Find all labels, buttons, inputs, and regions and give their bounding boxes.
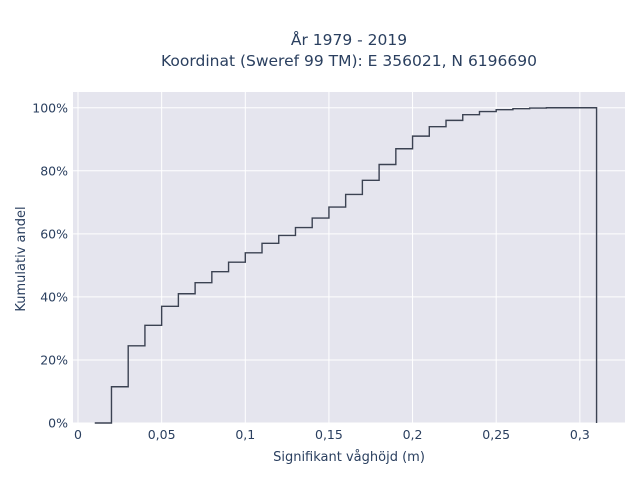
x-tick-label: 0,25 xyxy=(482,427,510,442)
y-tick-label: 20% xyxy=(40,352,68,367)
y-tick-label: 40% xyxy=(40,289,68,304)
x-tick-label: 0,15 xyxy=(315,427,343,442)
chart-title-line1: År 1979 - 2019 xyxy=(291,30,407,49)
x-tick-label: 0 xyxy=(74,427,82,442)
y-tick-label: 80% xyxy=(40,163,68,178)
cdf-step-line xyxy=(94,107,598,424)
y-axis-title: Kumulativ andel xyxy=(14,206,29,311)
x-tick-label: 0,3 xyxy=(570,427,590,442)
y-tick-label: 100% xyxy=(32,100,68,115)
x-tick-label: 0,1 xyxy=(235,427,255,442)
chart-title-line2: Koordinat (Sweref 99 TM): E 356021, N 61… xyxy=(161,52,537,70)
x-tick-label: 0,2 xyxy=(403,427,423,442)
y-tick-label: 60% xyxy=(40,226,68,241)
x-tick-label: 0,05 xyxy=(148,427,176,442)
x-axis-ticks: 0 0,05 0,1 0,15 0,2 0,25 0,3 xyxy=(74,427,590,442)
y-tick-label: 0% xyxy=(48,416,68,431)
x-axis-title: Signifikant våghöjd (m) xyxy=(273,450,425,465)
plot-area xyxy=(73,92,625,423)
y-axis-ticks: 0% 20% 40% 60% 80% 100% xyxy=(32,100,68,430)
